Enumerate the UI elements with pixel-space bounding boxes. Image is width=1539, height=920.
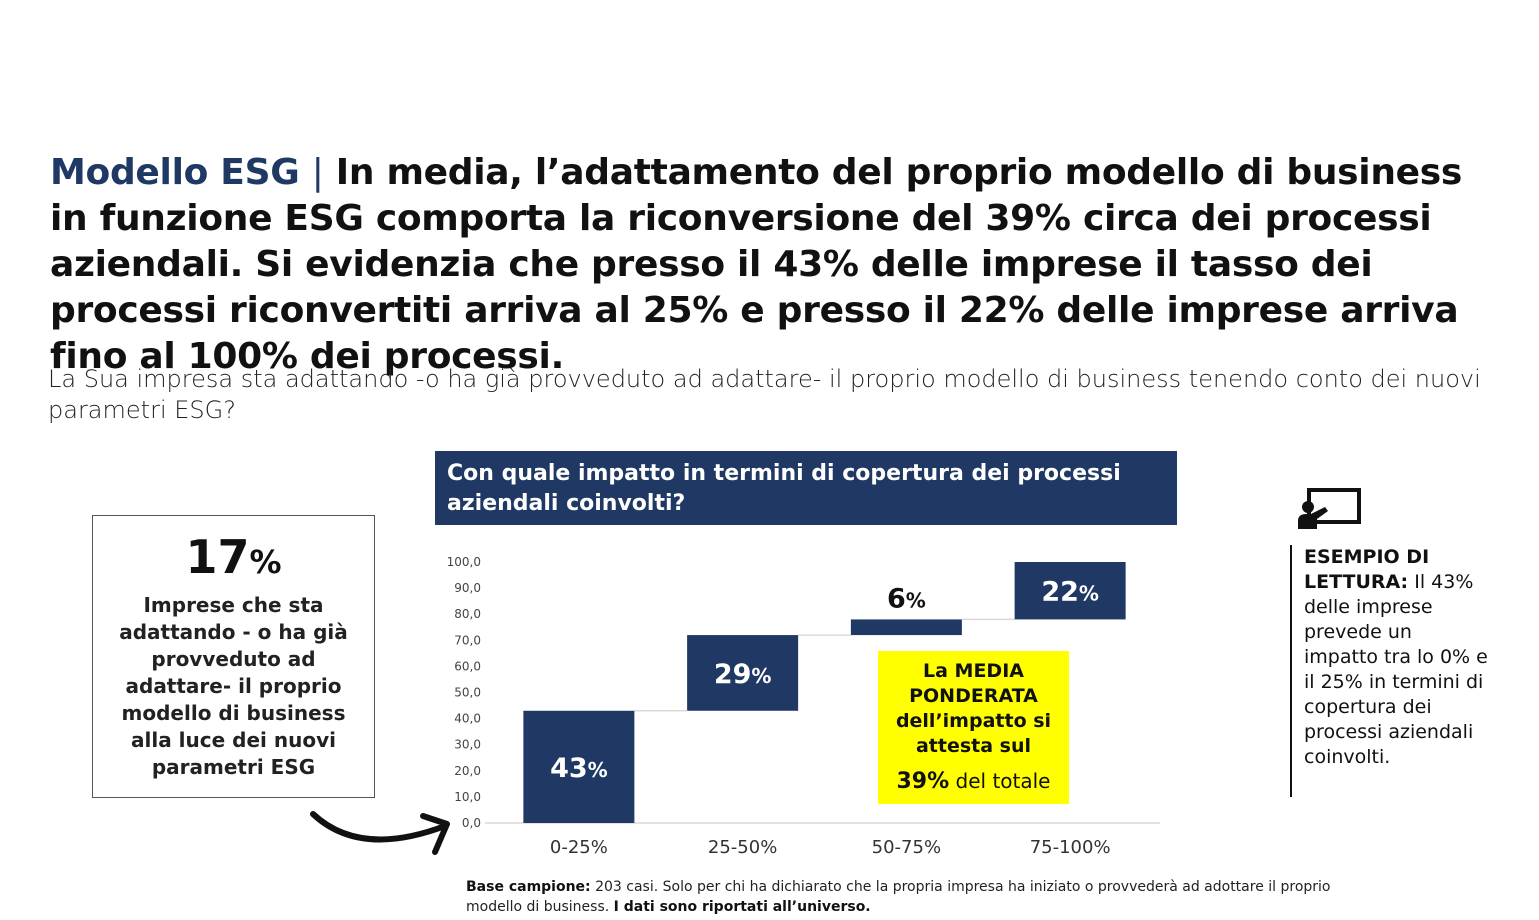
summary-description: Imprese che sta adattando - o ha già pro… xyxy=(119,593,348,779)
reading-example-label: ESEMPIO DI LETTURA: xyxy=(1304,546,1430,593)
y-tick-label: 30,0 xyxy=(454,738,481,752)
chart-bar xyxy=(523,710,635,823)
presentation-icon xyxy=(1298,488,1361,529)
title-separator: | xyxy=(311,152,324,193)
chart-bar xyxy=(1014,562,1126,620)
summary-unit: % xyxy=(249,543,282,581)
y-tick-label: 0,0 xyxy=(462,816,481,830)
survey-question: La Sua impresa sta adattando -o ha già p… xyxy=(48,365,1481,424)
chart-bar xyxy=(850,619,962,636)
weighted-average-total: 39% del totale xyxy=(878,769,1069,794)
reading-example-text: Il 43% delle imprese prevede un impatto … xyxy=(1304,571,1488,768)
x-tick-label: 75-100% xyxy=(1030,837,1111,858)
footnote-text: 203 casi. Solo per chi ha dichiarato che… xyxy=(466,879,1331,915)
y-tick-label: 20,0 xyxy=(454,764,481,778)
data-label: 22% xyxy=(1041,577,1099,608)
weighted-average-value: 39% xyxy=(896,769,950,794)
footnote-label: Base campione: xyxy=(466,879,591,895)
y-tick-label: 60,0 xyxy=(454,659,481,673)
y-tick-label: 100,0 xyxy=(447,555,481,569)
chart-header: Con quale impatto in termini di copertur… xyxy=(435,451,1177,525)
y-tick-label: 80,0 xyxy=(454,607,481,621)
weighted-average-text: La MEDIA PONDERATA dell’impatto si attes… xyxy=(895,660,1052,757)
weighted-average-box: La MEDIA PONDERATA dell’impatto si attes… xyxy=(878,651,1069,804)
waterfall-chart: 0,0 10,0 20,0 30,0 40,0 50,0 60,0 70,0 80,0 90,0 1… xyxy=(447,555,1160,858)
data-label: 6% xyxy=(887,583,926,614)
y-tick-label: 50,0 xyxy=(454,686,481,700)
curved-arrow-icon xyxy=(310,811,450,855)
title-lead: Modello ESG xyxy=(50,152,300,193)
x-tick-label: 50-75% xyxy=(872,837,941,858)
page-title: Modello ESG | In media, l’adattamento de… xyxy=(50,150,1500,380)
y-tick-label: 70,0 xyxy=(454,633,481,647)
chart-bar xyxy=(687,635,799,711)
x-tick-label: 0-25% xyxy=(550,837,608,858)
y-tick-label: 10,0 xyxy=(454,790,481,804)
footnote-bold-text: I dati sono riportati all’universo. xyxy=(613,899,871,915)
reading-example: ESEMPIO DI LETTURA: Il 43% delle imprese… xyxy=(1290,545,1490,797)
y-tick-label: 40,0 xyxy=(454,712,481,726)
data-label: 43% xyxy=(550,753,608,784)
summary-value: 17 xyxy=(185,530,250,584)
weighted-average-suffix: del totale xyxy=(955,769,1051,793)
footnote: Base campione: 203 casi. Solo per chi ha… xyxy=(466,877,1366,917)
data-label: 29% xyxy=(714,659,772,690)
x-tick-label: 25-50% xyxy=(708,837,777,858)
title-text: In media, l’adattamento del proprio mode… xyxy=(50,152,1463,377)
summary-percentage: 17% xyxy=(93,530,374,584)
summary-box: 17% Imprese che sta adattando - o ha già… xyxy=(92,515,375,798)
y-tick-label: 90,0 xyxy=(454,581,481,595)
